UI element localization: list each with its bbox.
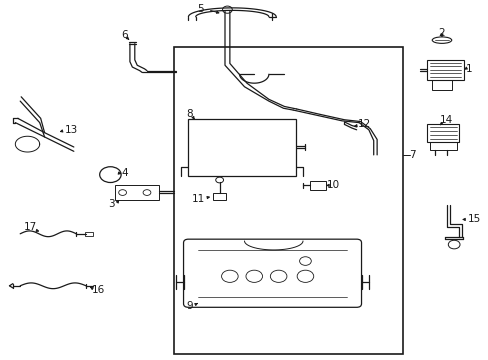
Text: 17: 17 [23, 222, 37, 232]
Bar [310, 181, 325, 190]
Text: 12: 12 [357, 120, 370, 129]
Bar [429, 142, 456, 149]
Bar [84, 231, 93, 236]
Text: 2: 2 [438, 28, 445, 38]
Text: 1: 1 [465, 64, 471, 74]
Bar [212, 193, 226, 200]
Bar [115, 185, 159, 200]
Text: 14: 14 [439, 115, 452, 125]
Bar [427, 125, 458, 142]
Text: 6: 6 [122, 30, 128, 40]
Bar [188, 119, 295, 176]
Text: 10: 10 [326, 180, 339, 190]
Text: 8: 8 [186, 109, 193, 119]
Text: 3: 3 [108, 199, 115, 210]
Bar [173, 47, 402, 354]
Text: 4: 4 [122, 168, 128, 178]
Text: 15: 15 [467, 215, 480, 224]
Text: 16: 16 [91, 285, 104, 296]
Text: 11: 11 [191, 194, 204, 204]
Text: 5: 5 [197, 4, 203, 14]
Text: 9: 9 [186, 301, 193, 311]
Bar [427, 60, 463, 80]
Text: 13: 13 [64, 125, 78, 135]
Text: 7: 7 [408, 150, 415, 160]
Bar [431, 80, 451, 90]
